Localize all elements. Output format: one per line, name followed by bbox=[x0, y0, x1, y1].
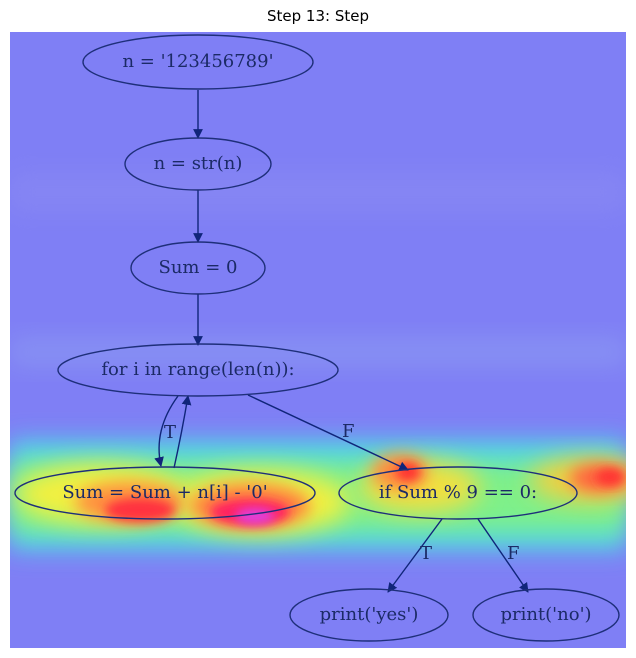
node-n4 bbox=[57, 343, 339, 397]
node-label: n = '123456789' bbox=[122, 51, 273, 72]
heatmap-red bbox=[596, 469, 624, 485]
heatmap-overlay bbox=[10, 32, 626, 648]
edge-n4-n5 bbox=[154, 395, 179, 467]
edge-n4-n6 bbox=[247, 394, 409, 471]
node-labels: n = '123456789' n = str(n) Sum = 0 for i… bbox=[62, 51, 591, 625]
node-label: Sum = 0 bbox=[159, 257, 238, 278]
edge-n6-n8 bbox=[477, 518, 529, 593]
edge-n6-n7 bbox=[387, 518, 443, 593]
edge-n5-n4 bbox=[173, 395, 192, 469]
node-label: for i in range(len(n)): bbox=[101, 359, 294, 380]
node-label: print('no') bbox=[500, 604, 591, 625]
node-n8 bbox=[472, 588, 620, 642]
flowchart-heatmap: T F T F n = '123456789' n = str(n) Sum =… bbox=[10, 32, 626, 648]
node-n2 bbox=[124, 137, 272, 191]
nodes bbox=[14, 34, 620, 642]
node-n5 bbox=[14, 466, 316, 520]
node-n1 bbox=[82, 34, 314, 90]
heatmap-faint-band bbox=[10, 337, 626, 367]
node-label: n = str(n) bbox=[154, 153, 243, 174]
edges bbox=[154, 90, 529, 593]
figure-title: Step 13: Step bbox=[267, 7, 369, 25]
edge-label-n6-n7: T bbox=[420, 543, 432, 564]
edge-label-n6-n8: F bbox=[507, 543, 520, 564]
node-n6 bbox=[338, 466, 578, 520]
edge-label-n4-n6: F bbox=[342, 421, 355, 442]
heatmap-red bbox=[105, 498, 175, 522]
node-n3 bbox=[130, 241, 266, 295]
heatmap-faint-band bbox=[10, 172, 626, 212]
node-label: print('yes') bbox=[320, 604, 419, 625]
edge-label-n4-n5: T bbox=[164, 422, 176, 443]
node-n7 bbox=[289, 588, 449, 642]
node-label: if Sum % 9 == 0: bbox=[379, 482, 537, 503]
node-label: Sum = Sum + n[i] - '0' bbox=[62, 482, 267, 503]
